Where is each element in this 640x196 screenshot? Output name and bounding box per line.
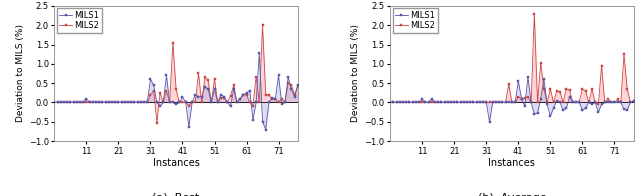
Text: (b)  Average: (b) Average (477, 192, 547, 196)
MILS2 (51, 101, 58, 104)
MILS1 (387, 101, 394, 104)
MILS2 (387, 101, 394, 104)
Legend: MILS1, MILS2: MILS1, MILS2 (57, 8, 102, 33)
MILS1 (467, 101, 474, 104)
X-axis label: Instances: Instances (153, 158, 200, 168)
MILS2 (492, 101, 500, 104)
MILS2 (294, 85, 301, 87)
MILS2 (467, 101, 474, 104)
MILS2 (470, 101, 477, 104)
MILS1 (524, 76, 532, 79)
MILS1 (470, 101, 477, 104)
MILS2 (595, 103, 602, 106)
Text: (a)  Best: (a) Best (152, 192, 200, 196)
MILS1 (51, 101, 58, 104)
Line: MILS2: MILS2 (389, 12, 635, 106)
MILS2 (159, 101, 167, 104)
MILS1 (150, 84, 157, 86)
MILS2 (435, 101, 442, 104)
MILS1 (495, 101, 503, 104)
MILS2 (134, 101, 141, 104)
MILS2 (131, 101, 138, 104)
MILS2 (99, 101, 106, 104)
MILS1 (489, 101, 497, 104)
MILS1 (156, 105, 164, 108)
MILS2 (486, 101, 493, 104)
Legend: MILS1, MILS2: MILS1, MILS2 (393, 8, 438, 33)
Y-axis label: Deviation to MILS (%): Deviation to MILS (%) (351, 24, 360, 122)
MILS1 (486, 121, 493, 123)
MILS2 (521, 97, 529, 99)
MILS1 (134, 101, 141, 104)
Y-axis label: Deviation to MILS (%): Deviation to MILS (%) (15, 24, 24, 122)
Line: MILS1: MILS1 (389, 76, 635, 123)
Line: MILS1: MILS1 (53, 52, 299, 131)
MILS1 (255, 52, 263, 54)
MILS1 (131, 101, 138, 104)
MILS1 (630, 100, 637, 102)
MILS2 (531, 12, 538, 15)
MILS1 (435, 101, 442, 104)
MILS1 (185, 126, 193, 128)
MILS1 (99, 101, 106, 104)
MILS2 (150, 90, 157, 92)
MILS1 (294, 84, 301, 86)
Line: MILS2: MILS2 (53, 24, 299, 124)
MILS2 (188, 101, 196, 104)
MILS2 (153, 121, 161, 124)
MILS1 (527, 101, 535, 104)
MILS2 (630, 100, 637, 102)
MILS1 (262, 128, 269, 131)
X-axis label: Instances: Instances (488, 158, 535, 168)
MILS2 (259, 24, 266, 26)
